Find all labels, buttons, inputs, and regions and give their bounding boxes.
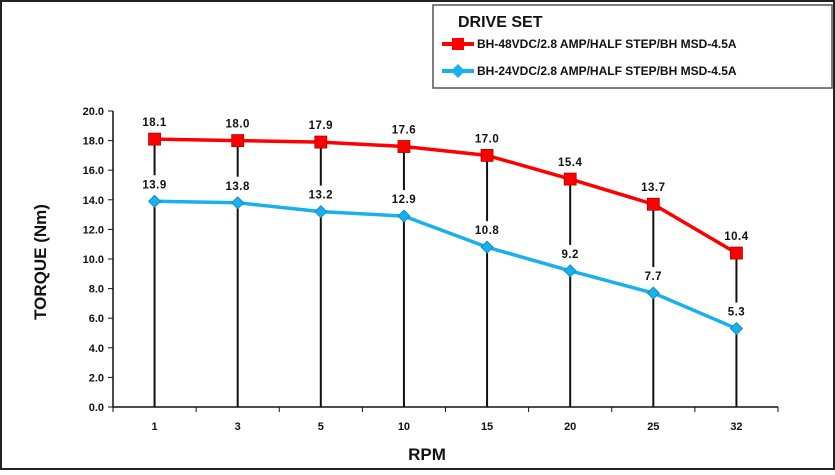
data-label-series-1: 10.4: [724, 231, 748, 243]
data-label-series-1: 18.0: [225, 119, 249, 131]
legend-title: DRIVE SET: [458, 14, 543, 31]
legend: DRIVE SET BH-48VDC/2.8 AMP/HALF STEP/BH …: [432, 4, 833, 89]
series-1-marker: [231, 134, 245, 148]
x-tick-label: 25: [647, 421, 659, 433]
x-tick-label: 15: [481, 421, 493, 433]
series-1-marker: [646, 197, 660, 211]
x-axis-ticks: 1 3 5 10 15 20 25 32: [112, 407, 779, 433]
x-tick-label: 5: [318, 421, 324, 433]
data-label-series-2: 12.9: [392, 194, 416, 206]
data-label-series-2: 13.2: [309, 190, 333, 202]
x-tick-label: 20: [564, 421, 576, 433]
series-1-marker: [480, 148, 494, 162]
data-label-series-1: 15.4: [558, 157, 582, 169]
data-label-series-1: 18.1: [142, 117, 166, 129]
x-tick-label: 10: [398, 421, 410, 433]
series-line-2: [154, 199, 738, 331]
y-tick-label: 2.0: [89, 372, 104, 384]
data-label-series-2: 13.8: [225, 181, 249, 193]
series-line-1: [154, 137, 738, 255]
series-markers: [147, 132, 744, 336]
x-tick-label: 3: [235, 421, 241, 433]
data-label-series-2: 7.7: [645, 271, 663, 283]
data-label-series-1: 17.6: [392, 125, 416, 137]
data-label-series-2: 13.9: [142, 179, 166, 191]
series-2-marker: [563, 264, 577, 278]
y-tick-label: 14.0: [83, 195, 104, 207]
series-2-marker: [231, 196, 245, 210]
y-axis-ticks: 0.0 2.0 4.0 6.0 8.0 10.0 12.0 14.0 16.0 18.0 20.0: [83, 106, 113, 414]
legend-entry-label-1: BH-48VDC/2.8 AMP/HALF STEP/BH MSD-4.5A: [477, 37, 737, 51]
y-tick-label: 0.0: [89, 402, 104, 414]
data-label-series-1: 17.0: [475, 133, 499, 145]
y-tick-label: 16.0: [83, 165, 104, 177]
y-tick-label: 8.0: [89, 284, 104, 296]
series-2-marker: [397, 209, 411, 223]
series-2-marker: [480, 240, 494, 254]
legend-swatch-marker-2: [451, 64, 465, 78]
x-tick-label: 32: [730, 421, 742, 433]
series-2-marker: [646, 286, 660, 300]
y-tick-label: 10.0: [83, 254, 104, 266]
y-tick-label: 12.0: [83, 224, 104, 236]
series-1-marker: [730, 246, 743, 260]
y-tick-label: 6.0: [89, 313, 104, 325]
series-1-marker: [148, 132, 161, 146]
y-tick-label: 4.0: [89, 343, 104, 355]
data-label-series-1: 17.9: [309, 120, 333, 132]
legend-box: [432, 4, 833, 89]
series-1-marker: [397, 140, 411, 153]
x-axis-title: RPM: [408, 445, 446, 464]
legend-entry-label-2: BH-24VDC/2.8 AMP/HALF STEP/BH MSD-4.5A: [477, 64, 737, 78]
series-2-marker: [729, 321, 744, 336]
y-tick-label: 20.0: [83, 106, 104, 118]
series-2-marker: [147, 194, 162, 208]
series-1-marker: [563, 172, 577, 186]
data-label-series-1: 13.7: [641, 182, 665, 194]
x-tick-label: 1: [152, 421, 158, 433]
data-labels: 18.1 18.0 17.9 17.6 17.0 15.4 13.7 10.4 13.9 13.8…: [142, 117, 748, 318]
data-label-series-2: 5.3: [728, 307, 746, 319]
series-1-marker: [314, 135, 328, 149]
data-label-series-2: 10.8: [475, 225, 499, 237]
series-2-marker: [314, 205, 328, 219]
data-label-series-2: 9.2: [561, 249, 579, 261]
drop-lines: [153, 139, 738, 407]
y-axis-title: TORQUE (Nm): [31, 204, 50, 320]
series-lines: [154, 137, 738, 331]
legend-swatch-marker-1: [452, 38, 464, 50]
y-tick-label: 18.0: [83, 136, 104, 148]
